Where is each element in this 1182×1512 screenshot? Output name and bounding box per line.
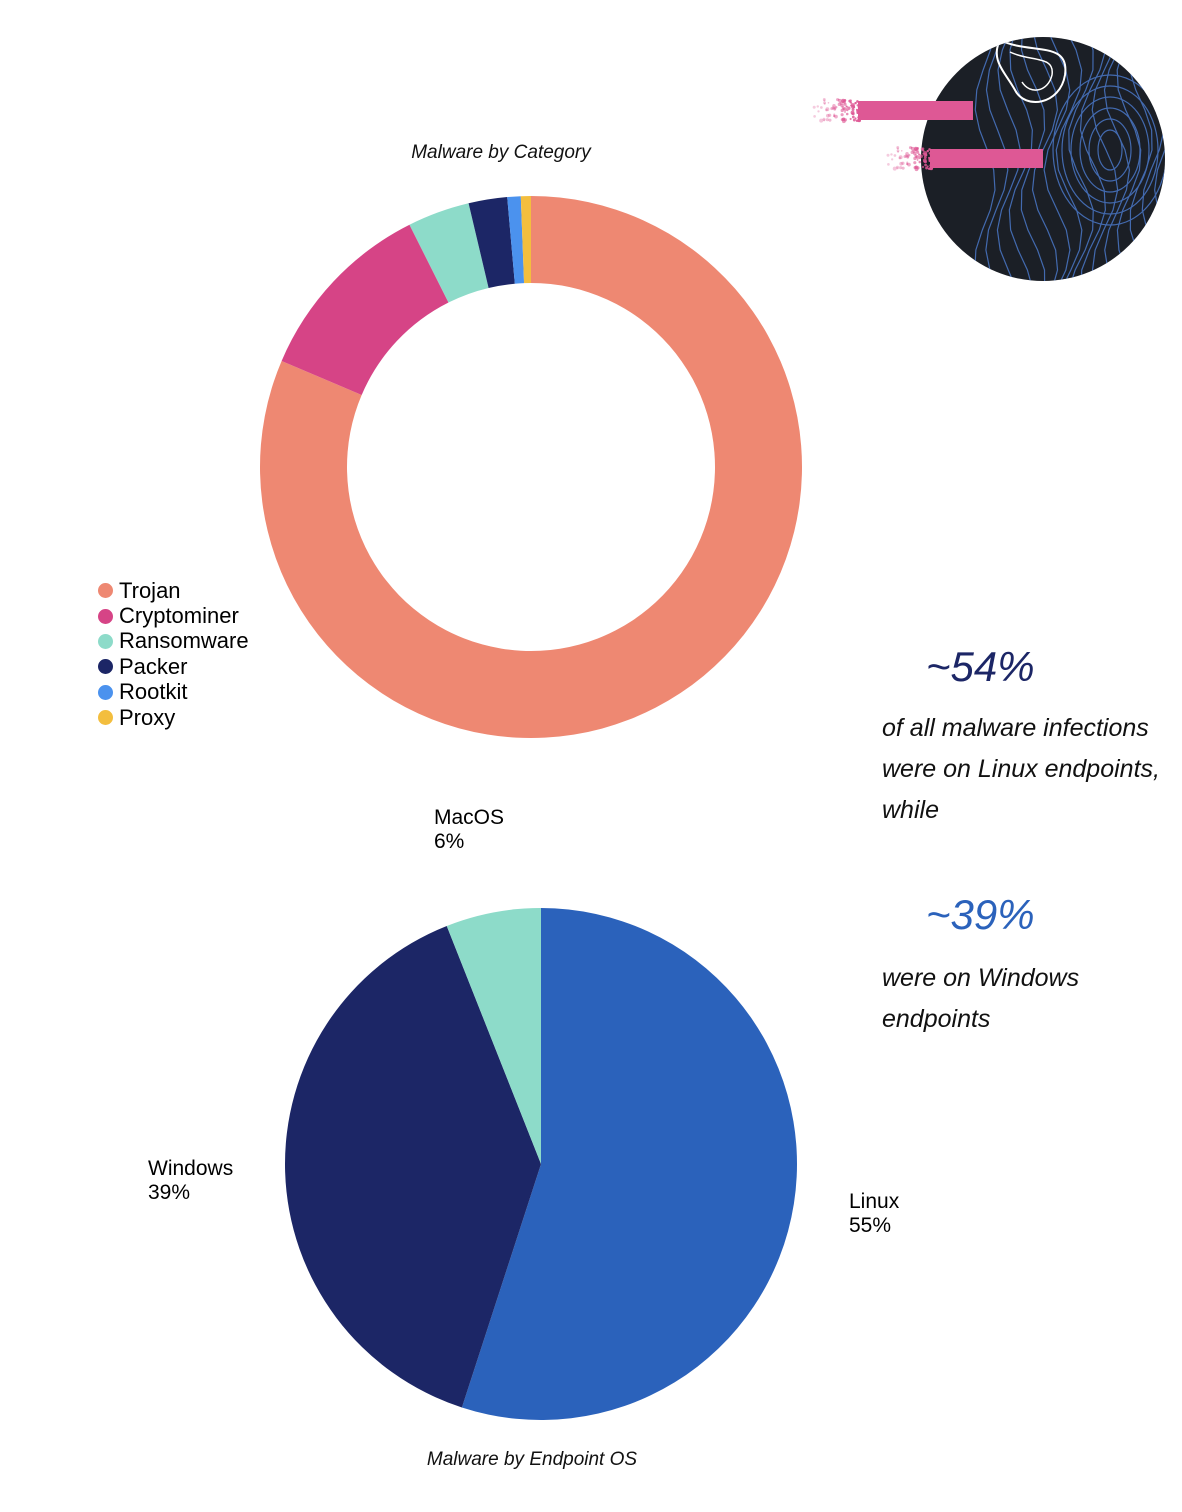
donut-chart-title: Malware by Category xyxy=(411,142,591,163)
donut-slice-packer xyxy=(468,197,515,288)
legend-label-trojan: Trojan xyxy=(119,577,181,603)
legend-dot-packer xyxy=(98,659,113,675)
pie-slice-linux xyxy=(461,908,798,1421)
legend-label-cryptominer: Cryptominer xyxy=(119,603,239,629)
legend-dot-ransomware xyxy=(98,633,113,649)
legend-label-packer: Packer xyxy=(119,653,188,679)
windows-label-name: Windows xyxy=(148,1157,234,1180)
donut-slice-rootkit xyxy=(507,196,525,284)
legend-label-rootkit: Rootkit xyxy=(119,679,188,705)
legend-item-packer: Packer xyxy=(98,654,249,679)
windows-stat-description: were on Windows endpoints xyxy=(882,964,1080,1033)
macos-label-value: 6% xyxy=(434,830,465,853)
linux-label-value: 55% xyxy=(849,1214,892,1237)
pie-label-linux: Linux 55% xyxy=(849,1190,899,1238)
pie-label-macos: MacOS 6% xyxy=(434,806,504,854)
category-legend: Trojan Cryptominer Ransomware Packer Rootkit… xyxy=(98,578,249,730)
donut-slice-ransomware xyxy=(409,203,489,303)
legend-dot-proxy xyxy=(98,710,113,726)
legend-item-trojan: Trojan xyxy=(98,578,249,603)
legend-item-ransomware: Ransomware xyxy=(98,628,249,654)
linux-stat-description: of all malware infections were on Linux … xyxy=(882,714,1160,824)
donut-slice-cryptominer xyxy=(281,224,449,395)
legend-dot-trojan xyxy=(98,583,113,599)
pie-label-windows: Windows 39% xyxy=(148,1157,233,1205)
linux-percentage-stat: ~54% xyxy=(926,643,1035,690)
donut-slice-trojan xyxy=(259,196,802,738)
legend-label-proxy: Proxy xyxy=(119,704,176,730)
legend-item-cryptominer: Cryptominer xyxy=(98,603,249,628)
topographic-globe-illustration xyxy=(812,37,1165,281)
pie-slice-macos xyxy=(446,908,541,1164)
windows-label-value: 39% xyxy=(148,1181,191,1204)
legend-item-proxy: Proxy xyxy=(98,705,249,730)
legend-dot-cryptominer xyxy=(98,608,113,624)
legend-dot-rootkit xyxy=(98,684,113,700)
pie-slice-windows xyxy=(285,925,541,1408)
linux-label-name: Linux xyxy=(849,1190,900,1213)
pie-chart-title: Malware by Endpoint OS xyxy=(426,1449,638,1470)
legend-item-rootkit: Rootkit xyxy=(98,679,249,705)
malware-category-donut-chart xyxy=(259,196,802,738)
windows-percentage-stat: ~39% xyxy=(926,891,1035,938)
legend-label-ransomware: Ransomware xyxy=(119,628,249,654)
donut-slice-proxy xyxy=(520,196,531,284)
macos-label-name: MacOS xyxy=(434,806,505,829)
